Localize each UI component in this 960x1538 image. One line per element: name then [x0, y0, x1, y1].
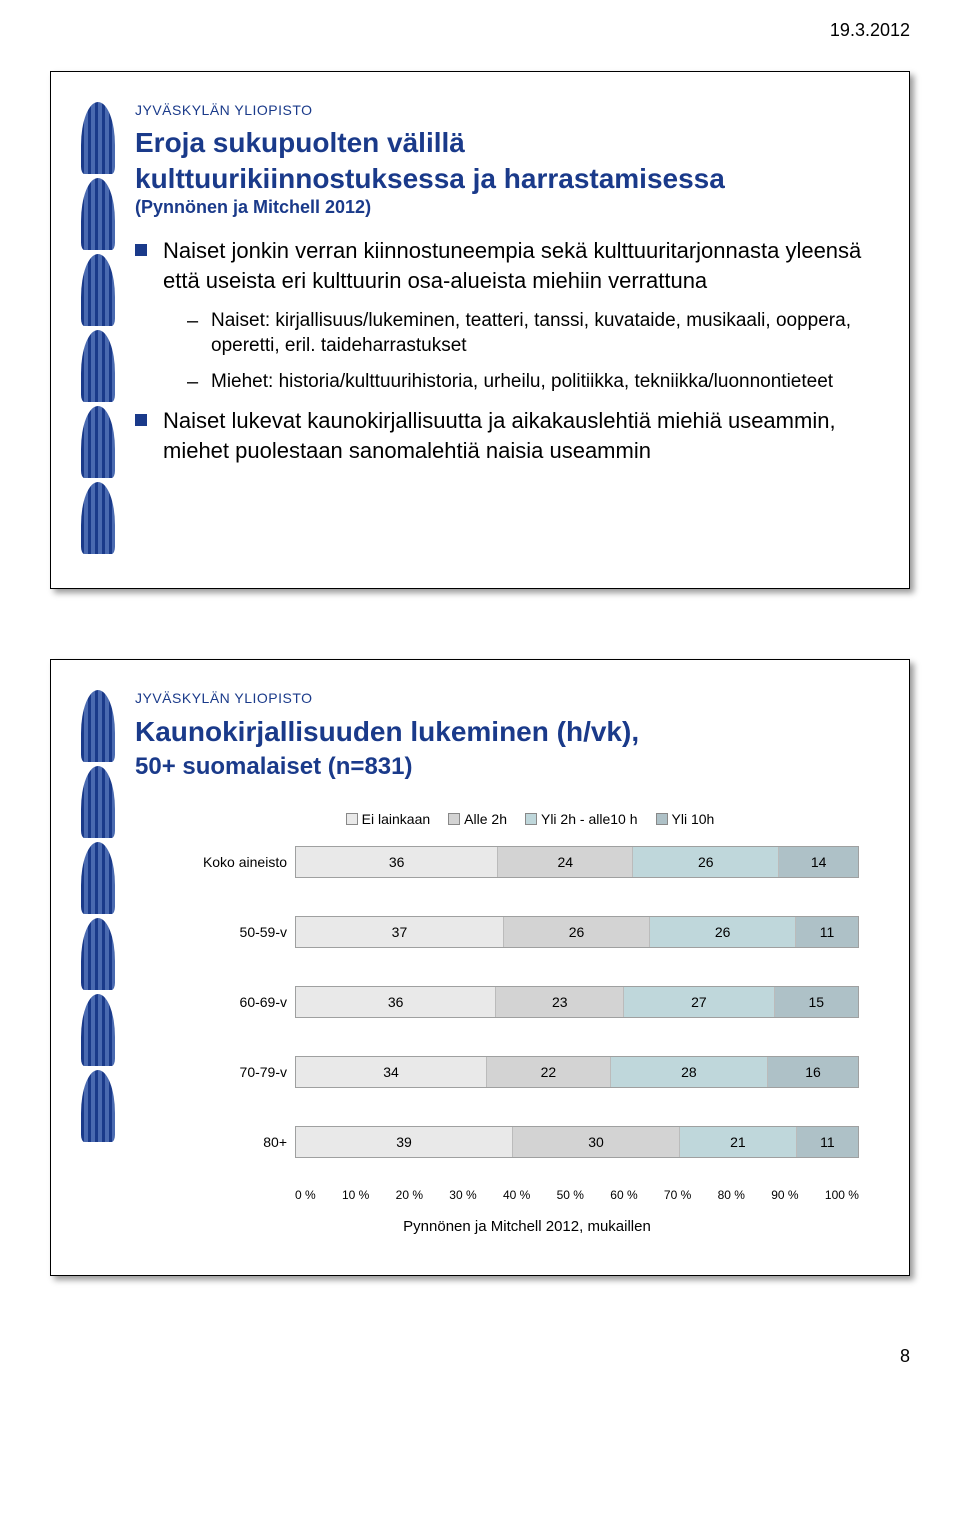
row-label: 80+: [195, 1134, 287, 1150]
axis-tick: 50 %: [557, 1188, 584, 1202]
chart-row: 60-69-v36232715: [295, 986, 859, 1018]
legend-item: Yli 10h: [650, 811, 715, 827]
sub-bullet-item: Miehet: historia/kulttuurihistoria, urhe…: [187, 369, 869, 395]
bar-segment: 11: [797, 1127, 858, 1157]
bar-segment: 26: [633, 847, 779, 877]
row-label: Koko aineisto: [195, 854, 287, 870]
bar-segment: 24: [498, 847, 633, 877]
stacked-bar: 39302111: [295, 1126, 859, 1158]
torch-icon: [81, 994, 115, 1066]
torch-icon: [81, 102, 115, 174]
bar-segment: 23: [496, 987, 624, 1017]
row-label: 60-69-v: [195, 994, 287, 1010]
bar-segment: 22: [487, 1057, 611, 1087]
axis-tick: 10 %: [342, 1188, 369, 1202]
legend-swatch: [346, 813, 358, 825]
chart-legend: Ei lainkaan Alle 2h Yli 2h - alle10 h Yli 1…: [195, 811, 859, 828]
slide-1: JYVÄSKYLÄN YLIOPISTO Eroja sukupuolten v…: [50, 71, 910, 589]
axis-tick: 30 %: [449, 1188, 476, 1202]
bullet-item: Naiset jonkin verran kiinnostuneempia se…: [135, 236, 869, 394]
bar-segment: 28: [611, 1057, 768, 1087]
slide1-subtitle: (Pynnönen ja Mitchell 2012): [135, 197, 869, 218]
sub-bullet-item: Naiset: kirjallisuus/lukeminen, teatteri…: [187, 308, 869, 359]
slide1-title-line1: Eroja sukupuolten välillä: [135, 126, 869, 160]
slide-header: JYVÄSKYLÄN YLIOPISTO: [135, 102, 869, 118]
logo-strip: [81, 690, 115, 1146]
chart-subtitle: 50+ suomalaiset (n=831): [135, 753, 869, 781]
bar-segment: 14: [779, 847, 858, 877]
bar-segment: 26: [504, 917, 650, 947]
legend-item: Ei lainkaan: [340, 811, 431, 827]
chart-row: 70-79-v34222816: [295, 1056, 859, 1088]
page-number: 8: [50, 1346, 910, 1367]
sub-bullets: Naiset: kirjallisuus/lukeminen, teatteri…: [163, 308, 869, 395]
chart-axis: 0 % 10 % 20 % 30 % 40 % 50 % 60 % 70 % 80 % 90 % 1…: [295, 1184, 859, 1202]
torch-icon: [81, 690, 115, 762]
axis-tick: 90 %: [771, 1188, 798, 1202]
chart-caption: Pynnönen ja Mitchell 2012, mukaillen: [195, 1218, 859, 1235]
bar-segment: 37: [296, 917, 504, 947]
bar-segment: 30: [513, 1127, 680, 1157]
bar-segment: 27: [624, 987, 774, 1017]
torch-icon: [81, 178, 115, 250]
bar-segment: 36: [296, 987, 496, 1017]
torch-icon: [81, 842, 115, 914]
bar-segment: 26: [650, 917, 796, 947]
torch-icon: [81, 406, 115, 478]
bar-segment: 11: [796, 917, 858, 947]
chart-row: Koko aineisto36242614: [295, 846, 859, 878]
page-date: 19.3.2012: [50, 20, 910, 41]
row-label: 70-79-v: [195, 1064, 287, 1080]
legend-swatch: [525, 813, 537, 825]
chart-row: 50-59-v37262611: [295, 916, 859, 948]
bar-segment: 34: [296, 1057, 487, 1087]
legend-item: Alle 2h: [442, 811, 507, 827]
torch-icon: [81, 482, 115, 554]
bar-segment: 39: [296, 1127, 513, 1157]
legend-swatch: [448, 813, 460, 825]
torch-icon: [81, 330, 115, 402]
axis-tick: 70 %: [664, 1188, 691, 1202]
axis-tick: 40 %: [503, 1188, 530, 1202]
torch-icon: [81, 254, 115, 326]
chart-row: 80+39302111: [295, 1126, 859, 1158]
row-label: 50-59-v: [195, 924, 287, 940]
legend-item: Yli 2h - alle10 h: [519, 811, 638, 827]
axis-tick: 0 %: [295, 1188, 316, 1202]
axis-tick: 80 %: [718, 1188, 745, 1202]
bar-segment: 21: [680, 1127, 797, 1157]
bar-segment: 15: [775, 987, 858, 1017]
slide1-title-line2: kulttuurikiinnostuksessa ja harrastamise…: [135, 162, 869, 196]
axis-tick: 100 %: [825, 1188, 859, 1202]
slide-header: JYVÄSKYLÄN YLIOPISTO: [135, 690, 869, 706]
bullet-item: Naiset lukevat kaunokirjallisuutta ja ai…: [135, 406, 869, 465]
torch-icon: [81, 1070, 115, 1142]
stacked-bar: 34222816: [295, 1056, 859, 1088]
legend-swatch: [656, 813, 668, 825]
bar-segment: 36: [296, 847, 498, 877]
axis-tick: 20 %: [396, 1188, 423, 1202]
torch-icon: [81, 766, 115, 838]
slide1-bullets: Naiset jonkin verran kiinnostuneempia se…: [135, 236, 869, 466]
stacked-bar: 36232715: [295, 986, 859, 1018]
chart-title: Kaunokirjallisuuden lukeminen (h/vk),: [135, 714, 869, 749]
bar-segment: 16: [768, 1057, 858, 1087]
slide-2: JYVÄSKYLÄN YLIOPISTO Kaunokirjallisuuden…: [50, 659, 910, 1276]
torch-icon: [81, 918, 115, 990]
axis-tick: 60 %: [610, 1188, 637, 1202]
chart-area: Koko aineisto3624261450-59-v3726261160-6…: [195, 846, 859, 1158]
stacked-bar: 37262611: [295, 916, 859, 948]
stacked-bar: 36242614: [295, 846, 859, 878]
logo-strip: [81, 102, 115, 558]
